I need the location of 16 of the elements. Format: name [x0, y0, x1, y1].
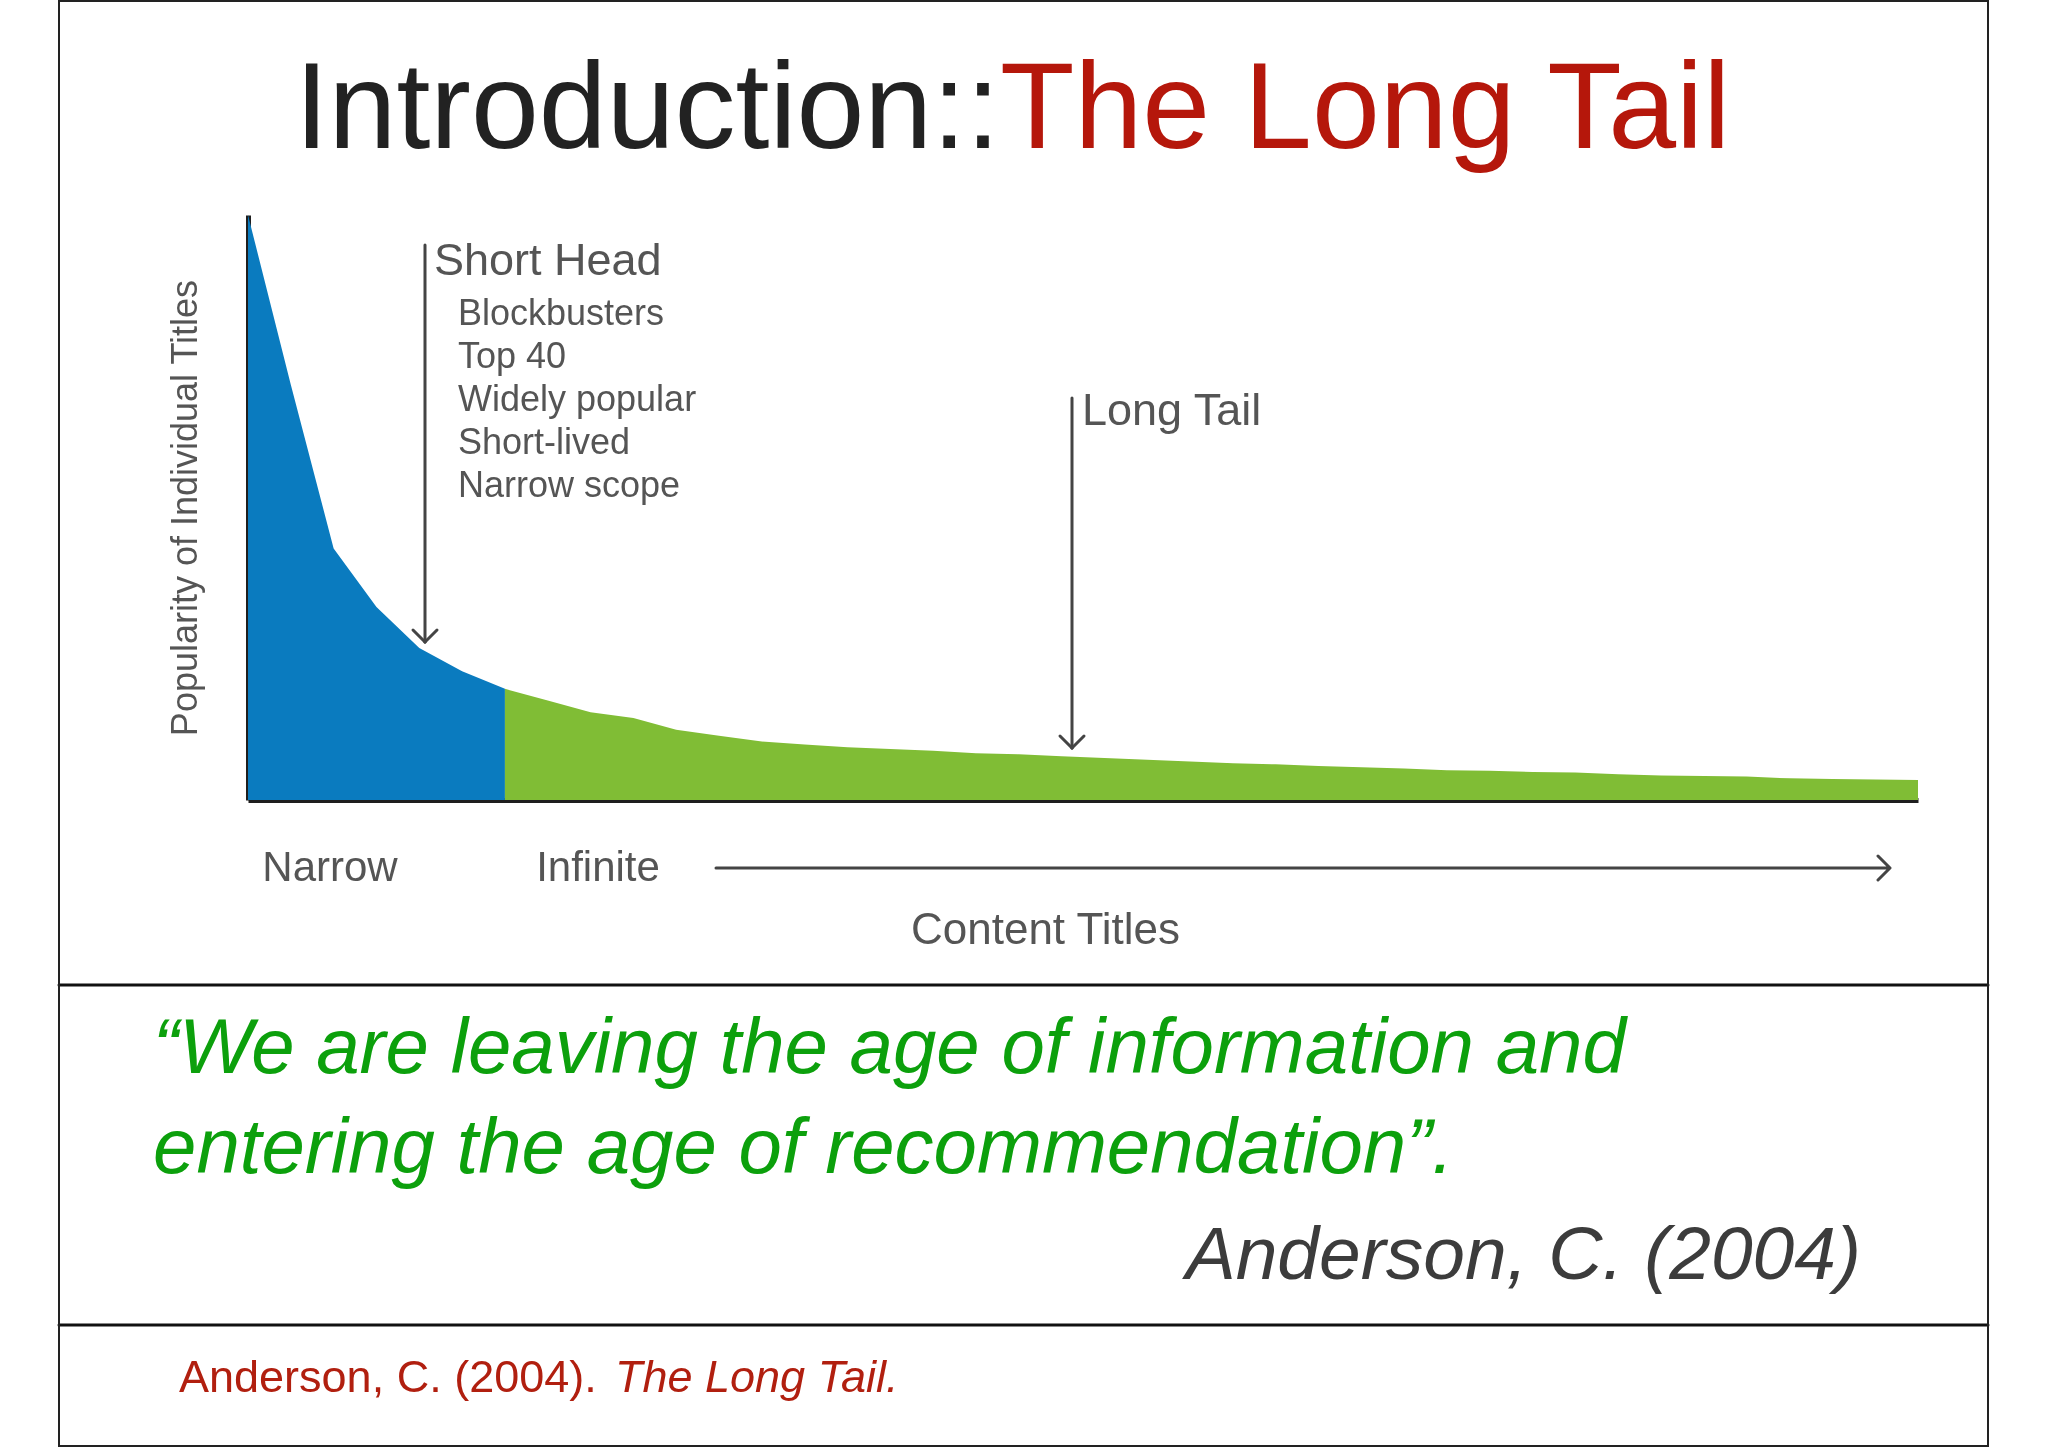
- annotation: Short-lived: [458, 421, 631, 462]
- text: Long Tail: [1082, 384, 1262, 435]
- annotation: Narrow scope: [458, 464, 681, 505]
- annotation: Widely popular: [458, 378, 697, 419]
- y-axis-title: Popularity of Individual Titles: [163, 279, 205, 737]
- annotation: Blockbusters: [458, 292, 665, 333]
- text: Anderson, C. (2004).: [179, 1351, 597, 1402]
- text: “We are leaving the age of information and entering the age of recommendation”.: [153, 1002, 1629, 1190]
- text: Narrow: [262, 843, 399, 890]
- chart-title: Introduction::The Long Tail: [294, 38, 1731, 174]
- text: Short Head: [434, 234, 662, 285]
- annotation: Top 40: [458, 335, 567, 376]
- text: The Long Tail.: [615, 1351, 899, 1402]
- x-axis-title: Content Titles: [910, 903, 1181, 953]
- text: Anderson, C. (2004): [1181, 1211, 1861, 1295]
- text: Infinite: [536, 843, 660, 890]
